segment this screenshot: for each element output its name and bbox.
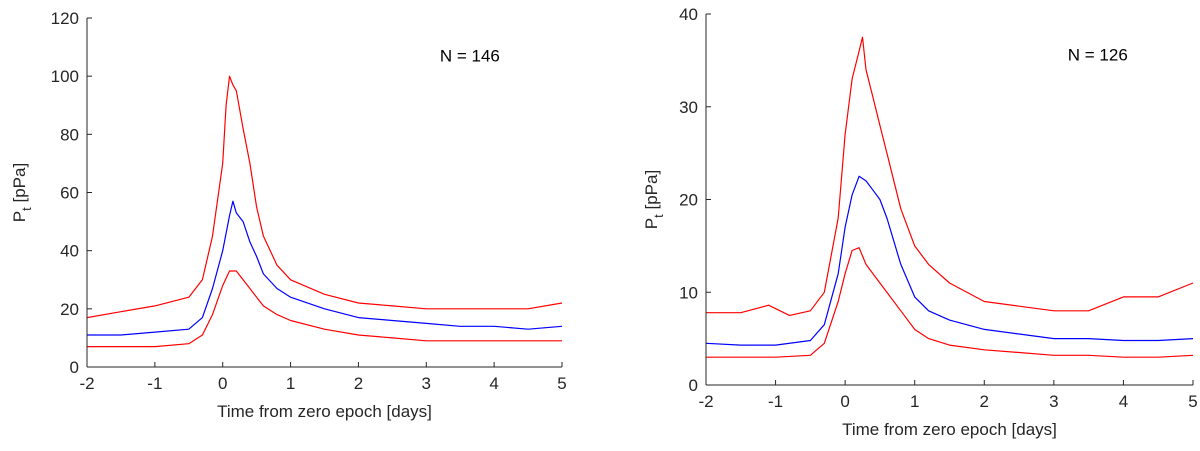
x-tick-label: 2 <box>354 374 363 393</box>
series-line-2 <box>706 247 1194 358</box>
y-tick-label: 100 <box>51 67 79 86</box>
x-tick-label: 3 <box>422 374 431 393</box>
x-tick-label: 0 <box>218 374 227 393</box>
chart-right: -2 -1 0 1 2 3 4 5 0 10 20 30 40 Time from zero epoch … <box>642 5 1198 439</box>
y-tick-label: 80 <box>60 125 79 144</box>
x-axis-label: Time from zero epoch [days] <box>842 420 1057 439</box>
chart-left: -2 -1 0 1 2 3 4 5 0 20 40 60 80 100 120 Time from zero … <box>10 9 567 421</box>
y-tick-label: 60 <box>60 184 79 203</box>
y-axis-label-main: P <box>10 211 29 222</box>
x-tick-label: -2 <box>698 392 713 411</box>
y-tick-label: 40 <box>679 5 698 24</box>
series-line-1 <box>87 200 563 336</box>
x-axis-label: Time from zero epoch [days] <box>217 402 432 421</box>
x-tick-label: 3 <box>1049 392 1058 411</box>
x-tick-label: 4 <box>1119 392 1128 411</box>
series-line-0 <box>706 36 1194 316</box>
sample-count-annotation: N = 146 <box>440 47 500 66</box>
series-line-1 <box>705 175 1194 346</box>
y-axis-label-main: P <box>642 218 661 229</box>
x-tick-label: 5 <box>1188 392 1197 411</box>
y-tick-label: 10 <box>679 283 698 302</box>
sample-count-annotation: N = 126 <box>1068 45 1128 64</box>
x-tick-label: 0 <box>840 392 849 411</box>
x-tick-label: 5 <box>557 374 566 393</box>
y-tick-label: 30 <box>679 98 698 117</box>
y-tick-label: 20 <box>679 191 698 210</box>
y-tick-label: 40 <box>60 242 79 261</box>
x-tick-label: -1 <box>147 374 162 393</box>
y-axis-label: Pt [pPa] <box>642 170 666 229</box>
y-axis-label-subscript: t <box>19 207 34 211</box>
x-tick-label: 1 <box>286 374 295 393</box>
y-tick-label: 120 <box>51 9 79 28</box>
y-tick-label: 0 <box>70 358 79 377</box>
x-tick-label: 4 <box>489 374 498 393</box>
x-tick-label: -2 <box>79 374 94 393</box>
y-axis-label-unit: [pPa] <box>10 163 29 207</box>
y-tick-label: 0 <box>689 376 698 395</box>
series-line-2 <box>87 270 562 348</box>
series-line-0 <box>86 75 563 319</box>
y-axis-label-unit: [pPa] <box>642 170 661 214</box>
x-tick-label: 1 <box>910 392 919 411</box>
y-axis-label-subscript: t <box>651 214 666 218</box>
x-tick-label: 2 <box>980 392 989 411</box>
x-tick-label: -1 <box>768 392 783 411</box>
y-axis-label: Pt [pPa] <box>10 163 34 222</box>
y-tick-label: 20 <box>60 300 79 319</box>
